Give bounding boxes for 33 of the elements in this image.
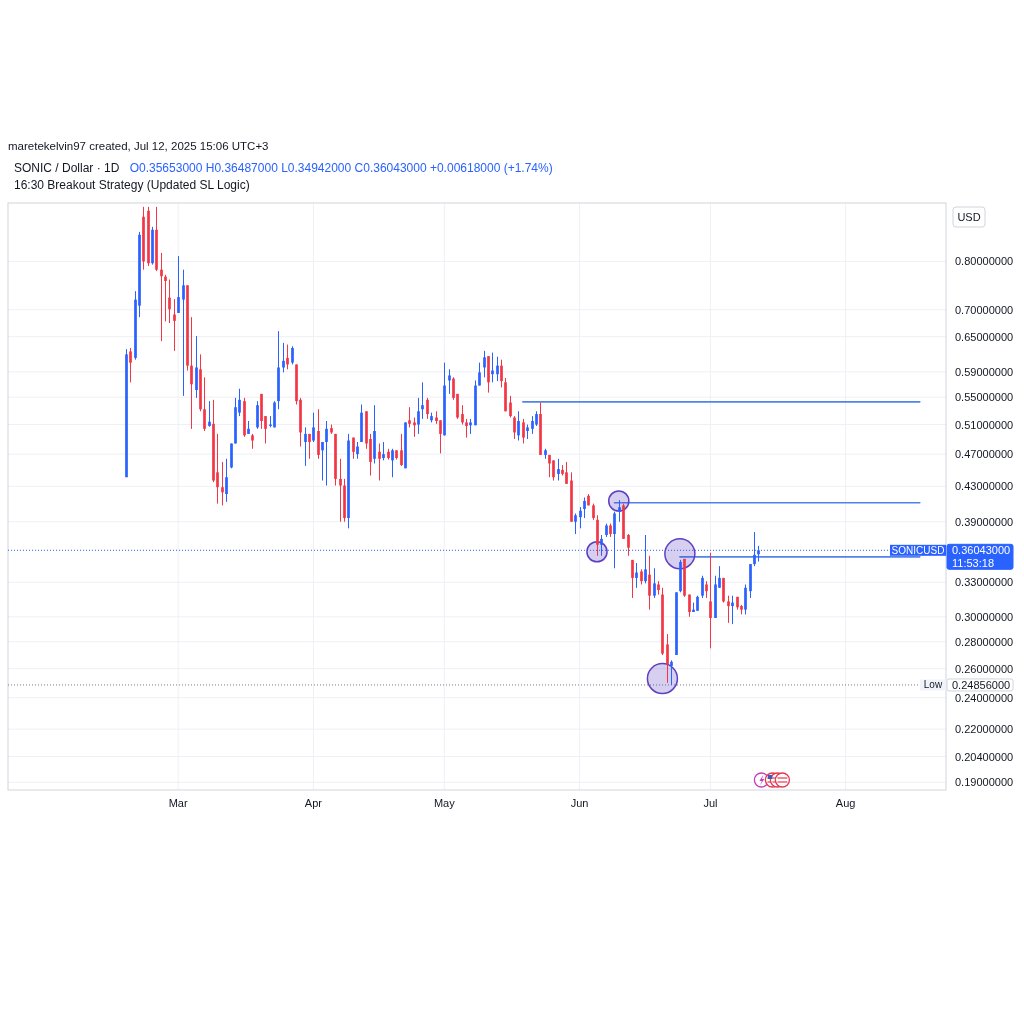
y-tick-label: 0.28000000 (955, 635, 1014, 648)
text: maretekelvin97 created, Jul 12, 2025 15:06 UTC+3 (8, 140, 269, 152)
y-tick-label: 0.19000000 (955, 776, 1014, 789)
y-tick-label: 0.33000000 (955, 576, 1014, 589)
y-tick-label: 0.51000000 (955, 418, 1014, 431)
y-tick-label: 0.43000000 (955, 480, 1014, 493)
y-tick-label: 0.24000000 (955, 691, 1014, 704)
chart-subtitle: 16:30 Breakout Strategy (Updated SL Logic) (14, 178, 250, 192)
chart-title: SONIC / Dollar · 1D (14, 161, 120, 175)
x-tick-label: May (433, 797, 456, 809)
y-tick-label: 0.47000000 (955, 448, 1014, 461)
x-tick-label: Jun (570, 797, 589, 809)
y-tick-label: 0.26000000 (955, 662, 1014, 675)
ref-line-label: Low (923, 679, 943, 691)
y-tick-label: 0.80000000 (955, 255, 1014, 268)
ref-line-label: SONICUSD (891, 544, 945, 556)
y-tick-label: 0.39000000 (955, 515, 1014, 528)
text: 0.36043000 (952, 544, 1011, 557)
x-tick-label: Jul (703, 797, 718, 809)
text: 0.24856000 (952, 678, 1011, 691)
y-tick-label: 0.20400000 (955, 750, 1014, 763)
y-tick-label: 0.30000000 (955, 610, 1014, 623)
y-tick-label: 0.22000000 (955, 723, 1014, 736)
y-axis-title: USD (957, 211, 981, 223)
x-tick-label: Mar (168, 797, 188, 809)
text: O0.35653000 H0.36487000 L0.34942000 C0.36043000 +0.00618000 (+1.74%) (129, 161, 553, 175)
y-tick-label: 0.55000000 (955, 391, 1014, 404)
y-tick-label: 0.59000000 (955, 365, 1014, 378)
x-tick-label: Aug (835, 797, 856, 809)
text: 11:53:18 (952, 557, 995, 570)
y-tick-label: 0.70000000 (955, 303, 1014, 316)
x-tick-label: Apr (304, 797, 323, 809)
y-tick-label: 0.65000000 (955, 330, 1014, 343)
